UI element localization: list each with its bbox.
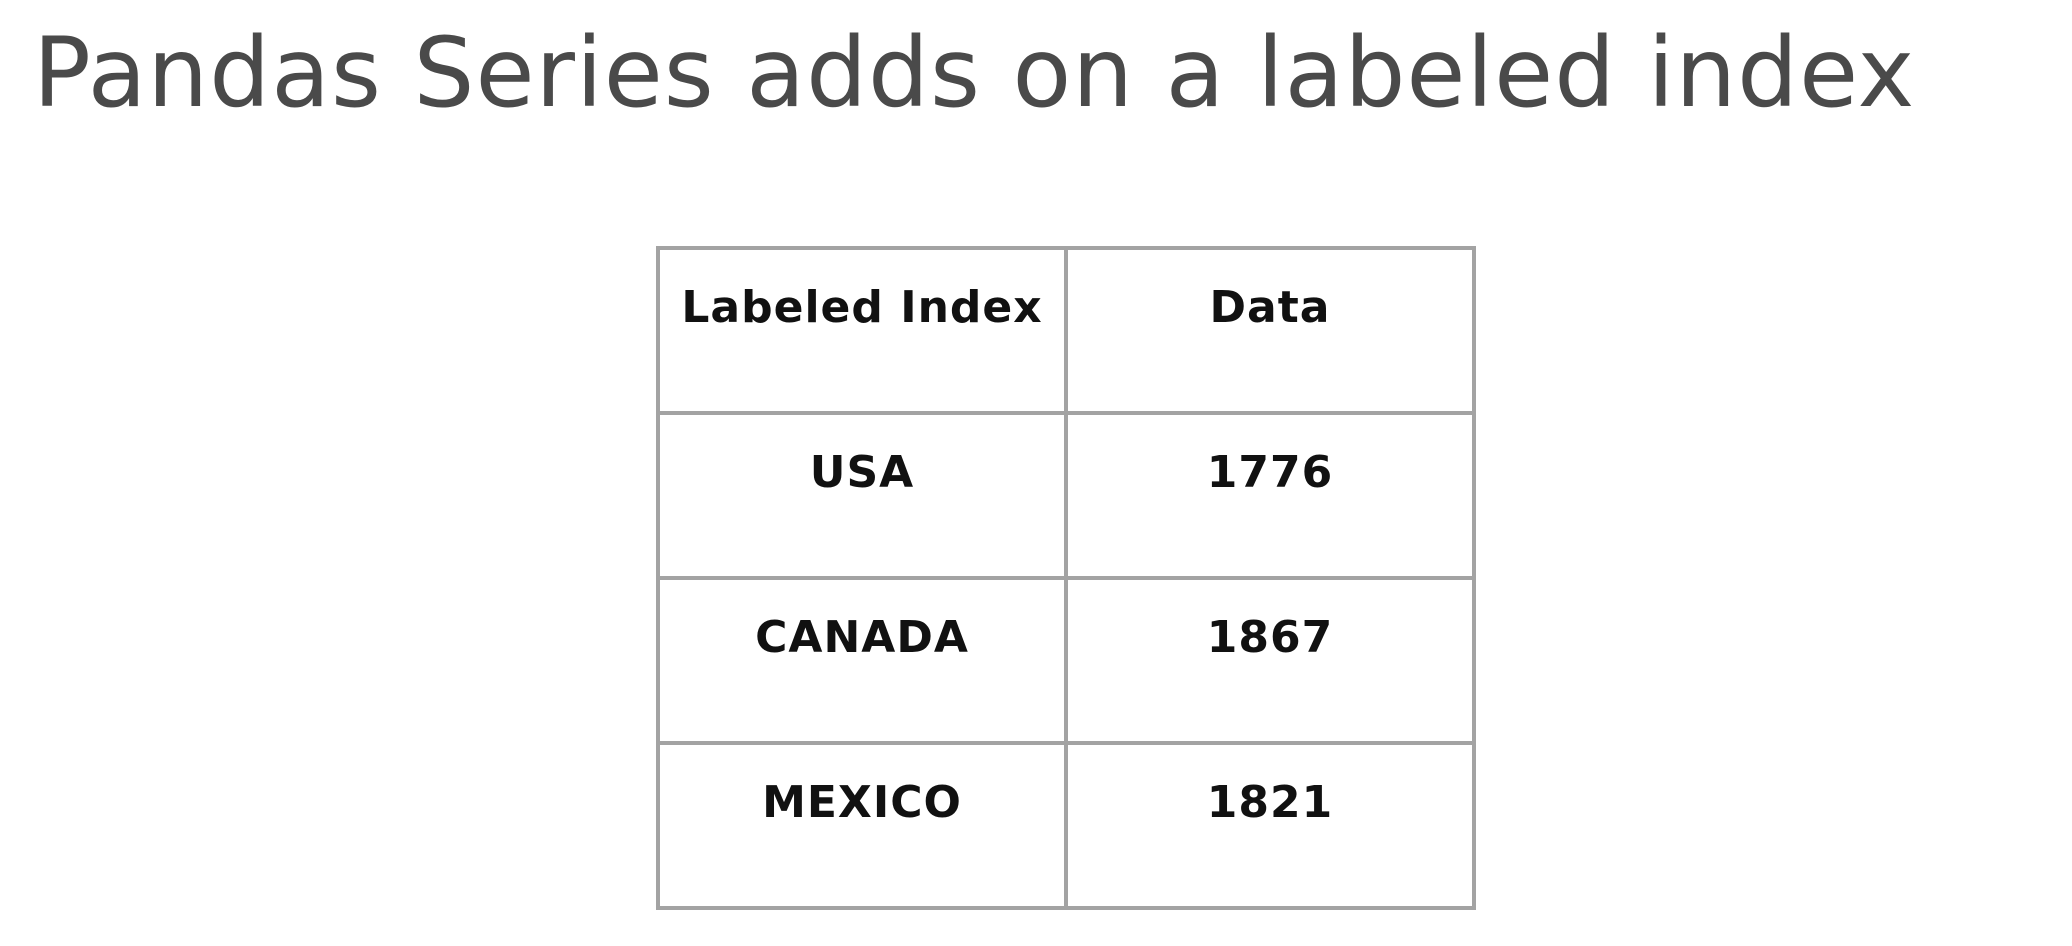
table-header-row: Labeled Index Data [656,246,1476,415]
data-cell: 1821 [1064,741,1476,910]
table-row: CANADA 1867 [656,576,1476,745]
series-table: Labeled Index Data USA 1776 CANADA 1867 … [656,246,1476,910]
data-cell: 1867 [1064,576,1476,745]
header-data: Data [1064,246,1476,415]
index-cell: CANADA [656,576,1068,745]
data-cell: 1776 [1064,411,1476,580]
table-row: MEXICO 1821 [656,741,1476,910]
table-row: USA 1776 [656,411,1476,580]
index-cell: USA [656,411,1068,580]
index-cell: MEXICO [656,741,1068,910]
header-labeled-index: Labeled Index [656,246,1068,415]
slide-title: Pandas Series adds on a labeled index [33,17,1916,129]
